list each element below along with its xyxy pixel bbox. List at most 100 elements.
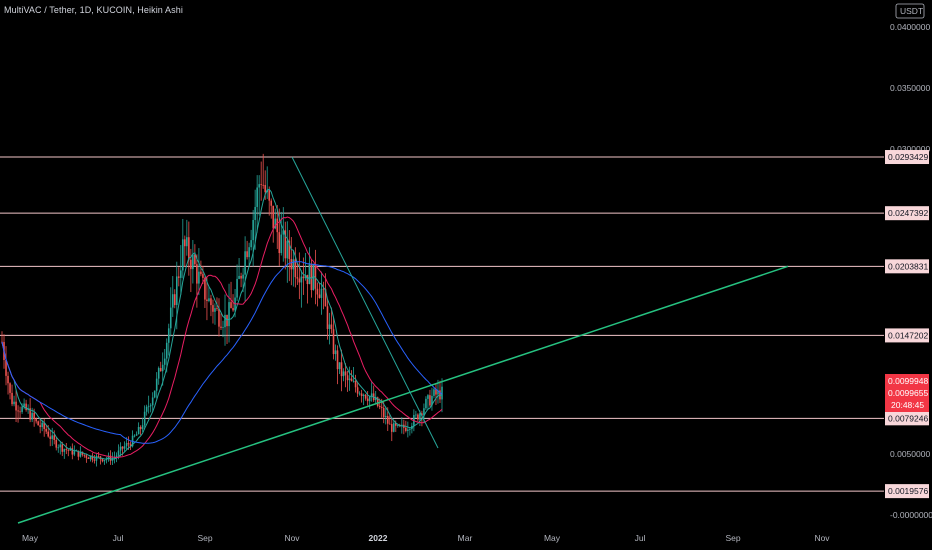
candle-body — [439, 390, 441, 400]
candle-body — [123, 446, 126, 449]
candle-body — [45, 428, 48, 432]
candle-body — [230, 302, 232, 309]
candle-body — [322, 288, 325, 290]
candle-body — [214, 308, 216, 312]
candle-body — [437, 390, 439, 395]
candle-body — [169, 307, 172, 329]
candle-body — [180, 270, 182, 278]
candle-body — [69, 448, 72, 451]
candle-body — [61, 444, 64, 452]
candle-body — [31, 412, 33, 420]
candle-body — [350, 378, 353, 382]
level-label-3: 0.0147202 — [888, 330, 928, 340]
candle-body — [240, 275, 242, 279]
candle-body — [37, 421, 39, 426]
level-label-bg-3 — [885, 328, 929, 343]
candle-body — [143, 411, 146, 426]
candle-body — [270, 200, 273, 206]
ascending-trendline — [17, 265, 789, 524]
chart-title: MultiVAC / Tether, 1D, KUCOIN, Heikin As… — [4, 5, 183, 15]
candles — [1, 153, 443, 467]
candle-body — [429, 395, 431, 406]
candle-body — [388, 423, 391, 425]
candle-body — [121, 446, 124, 449]
y-axis[interactable]: 0.0400000 0.0350000 0.0300000 0.0050000 -0.0… — [890, 3, 932, 520]
candle-body — [196, 264, 198, 284]
candle-body — [51, 435, 54, 439]
candle-body — [105, 459, 108, 461]
candle-body — [302, 276, 305, 279]
moving-averages — [1, 188, 443, 460]
candle-body — [81, 451, 84, 455]
candle-body — [115, 455, 118, 458]
candle-body — [336, 350, 339, 370]
candle-body — [314, 264, 317, 289]
candle-body — [382, 407, 385, 417]
candle-body — [155, 378, 158, 391]
candle-body — [310, 264, 313, 291]
candle-body — [101, 459, 104, 462]
descending-trendline — [291, 156, 439, 449]
x-tick-label: Sep — [197, 533, 212, 543]
candle-body — [358, 393, 361, 395]
candle-body — [125, 443, 128, 447]
candle-body — [11, 392, 13, 405]
x-tick-label: 2022 — [369, 533, 388, 543]
moving-average-1 — [1, 216, 443, 459]
candle-body — [256, 187, 258, 207]
x-tick-label: Jul — [635, 533, 646, 543]
candle-body — [246, 251, 248, 258]
candle-body — [73, 451, 76, 455]
x-axis[interactable]: May Jul Sep Nov 2022 Mar May Jul Sep Nov — [22, 533, 830, 543]
countdown-label: 20:48:45 — [891, 400, 924, 410]
candle-body — [188, 237, 190, 260]
candle-body — [433, 389, 435, 396]
moving-average-2 — [1, 261, 443, 444]
horizontal-levels — [0, 156, 884, 492]
candle-body — [390, 424, 393, 432]
candle-body — [260, 184, 262, 185]
candle-body — [137, 427, 140, 435]
candle-body — [5, 360, 7, 376]
candle-body — [352, 380, 355, 382]
level-label-bg-4 — [885, 411, 929, 426]
candle-body — [276, 218, 279, 233]
candle-body — [145, 406, 148, 412]
candle-body — [252, 219, 254, 241]
level-label-4: 0.0079246 — [888, 413, 928, 423]
x-tick-label: Sep — [725, 533, 740, 543]
candle-body — [208, 298, 210, 301]
candle-body — [258, 184, 260, 188]
y-tick-label: 0.0350000 — [890, 83, 930, 93]
candle-body — [186, 237, 188, 247]
candle-body — [153, 390, 156, 398]
candle-body — [423, 408, 425, 416]
trend-lines — [17, 156, 789, 524]
candle-body — [380, 406, 383, 408]
currency-box — [895, 3, 925, 19]
candle-body — [354, 380, 357, 388]
candle-body — [360, 393, 363, 397]
candle-body — [184, 239, 186, 247]
candle-body — [376, 397, 379, 407]
candle-body — [216, 308, 218, 309]
candle-body — [394, 423, 397, 426]
candle-body — [415, 414, 417, 416]
level-label-bg-2 — [885, 259, 929, 274]
candle-body — [83, 454, 86, 456]
candle-body — [324, 288, 327, 307]
candle-body — [262, 184, 264, 186]
candle-body — [308, 264, 311, 285]
candle-body — [238, 275, 240, 279]
candle-body — [417, 414, 419, 420]
candle-body — [19, 411, 21, 413]
currency-label: USDT — [900, 6, 923, 16]
candle-body — [366, 398, 369, 402]
candle-body — [298, 278, 301, 283]
candle-body — [25, 403, 27, 410]
candle-body — [35, 418, 37, 422]
candle-body — [190, 259, 192, 270]
candle-body — [127, 443, 130, 445]
candle-body — [204, 277, 206, 300]
